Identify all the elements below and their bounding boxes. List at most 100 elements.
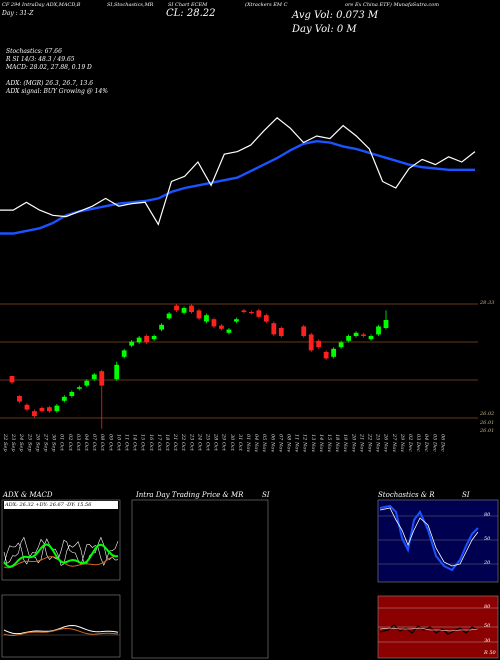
candle-body <box>32 411 37 416</box>
date-label: 24 Sep <box>18 433 24 452</box>
candle-47 <box>361 332 366 338</box>
candle-11 <box>91 372 97 381</box>
candle-body <box>9 376 15 383</box>
candle-body <box>189 305 194 312</box>
adx-panel <box>1 499 121 581</box>
date-label: 09 Oct <box>107 434 113 452</box>
date-label: 04 Dec <box>423 434 429 452</box>
candle-45 <box>346 334 351 343</box>
date-label: 21 Nov <box>358 433 364 452</box>
date-label: 23 Oct <box>188 433 194 452</box>
candle-5 <box>47 405 52 413</box>
candle-0 <box>9 376 15 384</box>
price-label-3: 26.01 <box>480 428 495 434</box>
macd-readout: MACD: 28.02, 27.88, 0.19 D <box>6 64 92 71</box>
date-label: 18 Oct <box>164 434 170 452</box>
price-label-1: 26.02 <box>480 411 495 417</box>
candle-body <box>361 334 366 336</box>
candle-44 <box>338 340 344 349</box>
plus-di-line <box>3 536 119 566</box>
candle-30 <box>234 317 239 324</box>
date-label: 26 Sep <box>34 433 40 452</box>
candle-body <box>151 336 157 340</box>
price-gridlines <box>0 303 478 419</box>
date-label: 11 Oct <box>124 434 130 452</box>
date-label: 04 Oct <box>83 434 89 452</box>
rsi-lines <box>379 624 479 635</box>
date-label: 15 Oct <box>140 434 146 452</box>
candle-50 <box>383 310 389 330</box>
candle-9 <box>76 385 82 391</box>
candle-29 <box>226 328 232 335</box>
stoch-k-line <box>379 504 479 572</box>
candle-body <box>308 334 314 351</box>
candle-body <box>256 310 262 317</box>
ema-lines <box>0 117 476 235</box>
line-series-1 <box>0 117 476 226</box>
date-label: 03 Dec <box>415 434 421 452</box>
candle-body <box>316 340 322 348</box>
candle-35 <box>271 321 277 336</box>
candle-body <box>219 325 224 329</box>
candle-36 <box>278 326 284 338</box>
date-label: 25 Nov <box>375 433 381 452</box>
candle-body <box>144 336 150 343</box>
adx-readout: ADX: (MGR) 26.3, 26.7, 13.6 <box>6 80 94 87</box>
candle-body <box>271 323 277 335</box>
candle-body <box>226 329 232 333</box>
stoch-d-line <box>379 507 479 567</box>
avg-volume: Avg Vol: 0.073 M <box>292 10 379 21</box>
stochastics-readout: Stochastics: 67.66 <box>6 48 62 55</box>
candle-body <box>114 364 120 380</box>
date-label: 16 Oct <box>148 434 154 452</box>
candle-body <box>234 319 239 322</box>
date-label: 05 Dec <box>431 434 437 452</box>
candle-42 <box>323 350 329 360</box>
date-label: 29 Nov <box>399 433 405 452</box>
rsi-readout: R SI 14/3: 48.3 / 49.65 <box>6 56 75 63</box>
date-label: 21 Oct <box>172 433 178 452</box>
candle-body <box>39 408 45 412</box>
candle-body <box>61 396 67 401</box>
header-source: CF 294 IntraDay ADX,MACD,B <box>2 2 81 8</box>
candle-17 <box>136 336 142 344</box>
date-label: 31 Oct <box>237 434 243 452</box>
stoch-level-50-label: 50 <box>484 536 491 542</box>
stoch-level-80-label: 80 <box>484 512 491 518</box>
candle-43 <box>331 347 337 359</box>
date-label: 19 Nov <box>342 434 348 452</box>
date-label: 23 Sep <box>10 433 16 452</box>
candle-27 <box>211 317 217 328</box>
macd-panel <box>1 594 121 658</box>
date-label: 04 Nov <box>253 434 259 452</box>
candle-28 <box>219 324 224 331</box>
adx-lines <box>3 536 119 569</box>
date-label: 02 Dec <box>407 434 413 452</box>
candle-body <box>17 396 22 402</box>
candle-body <box>278 328 284 336</box>
date-label: 07 Nov <box>277 434 283 452</box>
main-price-chart: 22 Sep 23 Sep 24 Sep 25 Sep 26 Sep 27 Sep 30 S… <box>0 117 478 452</box>
header-indicators: SI,Stochastics,MR <box>107 2 154 8</box>
date-label: 12 Nov <box>302 434 308 452</box>
date-label: 08 Oct <box>99 434 105 452</box>
adx-panel-title: ADX & MACD <box>3 491 53 499</box>
candle-body <box>368 336 374 340</box>
rsi-level-50-label: 50 <box>484 623 491 629</box>
candle-6 <box>54 404 60 413</box>
candle-41 <box>316 339 322 349</box>
candle-3 <box>32 409 37 418</box>
candle-body <box>338 342 344 348</box>
candle-body <box>24 404 30 410</box>
date-label: 22 Nov <box>367 433 373 452</box>
date-axis: 22 Sep 23 Sep 24 Sep 25 Sep 26 Sep 27 Sep 30 S… <box>2 433 445 452</box>
candle-body <box>99 371 105 386</box>
candle-body <box>166 313 172 319</box>
date-label: 08 Nov <box>286 434 292 452</box>
candle-2 <box>24 403 30 412</box>
candle-body <box>69 392 75 396</box>
candle-body <box>323 352 329 359</box>
date-label: 03 Oct <box>75 434 81 452</box>
candle-24 <box>189 304 194 314</box>
rsi-marker-label: R 50 <box>484 650 496 656</box>
